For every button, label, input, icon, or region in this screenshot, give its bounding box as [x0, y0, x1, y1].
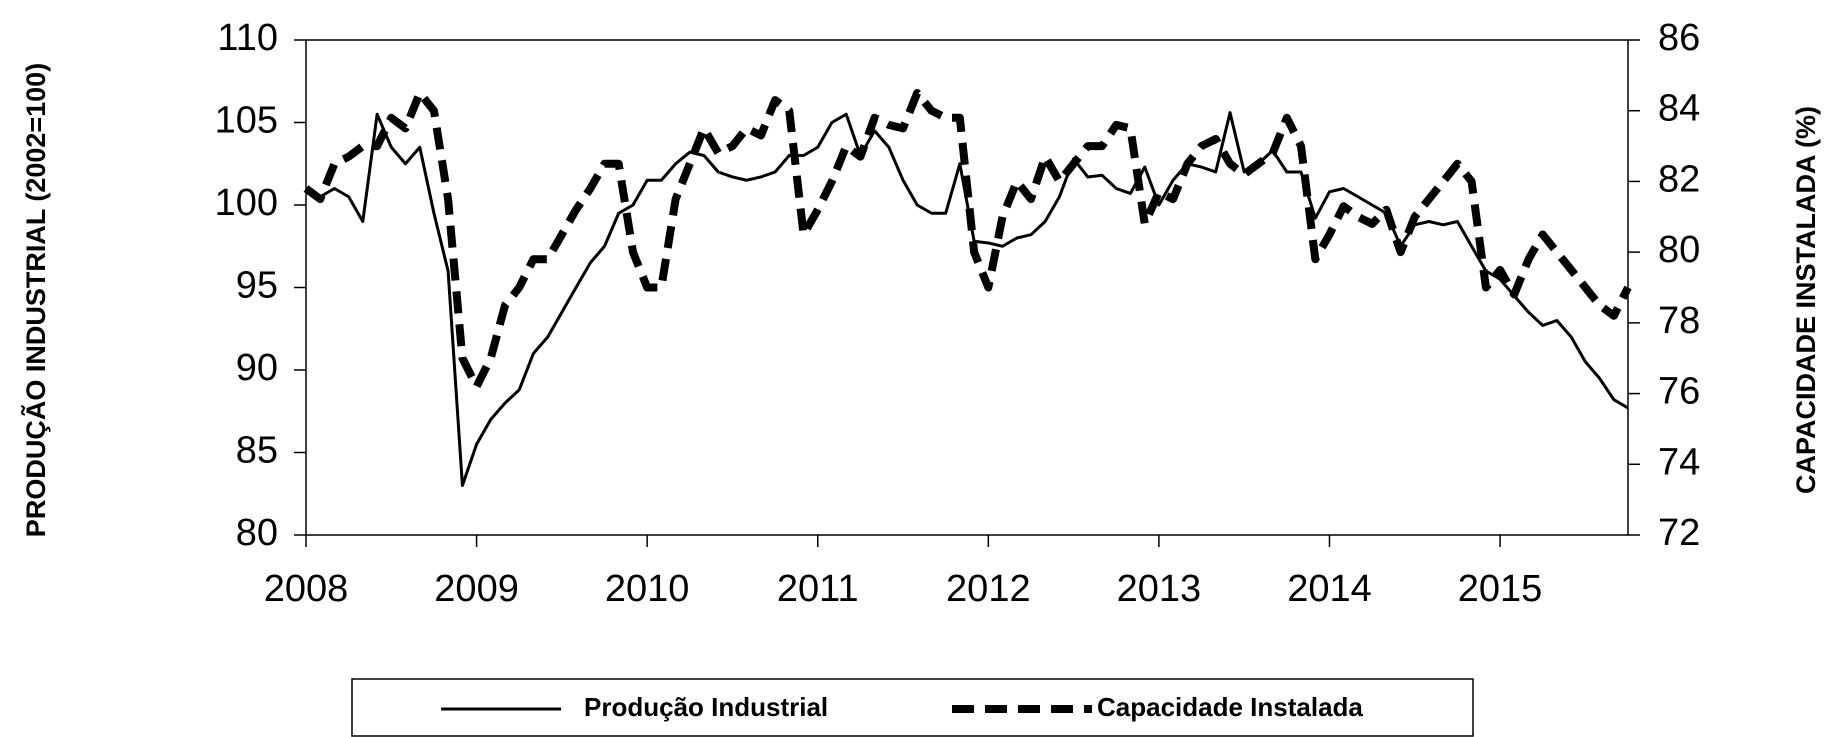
y-tick-label: 90: [236, 347, 278, 389]
data-line: [303, 89, 1632, 391]
y-tick-label: 80: [236, 512, 278, 554]
x-tick-label: 2014: [1287, 568, 1372, 610]
x-tick-label: 2013: [1117, 568, 1202, 610]
y-tick-label: 110: [217, 17, 278, 59]
y2-tick-label: 86: [1658, 17, 1700, 59]
x-tick-label: 2012: [946, 568, 1031, 610]
x-tick-label: 2011: [777, 568, 859, 610]
legend-label: Produção Industrial: [584, 692, 828, 722]
x-tick-label: 2008: [264, 568, 349, 610]
y2-tick-label: 80: [1658, 229, 1700, 271]
x-tick-label: 2015: [1458, 568, 1543, 610]
y-tick-label: 105: [215, 100, 278, 142]
y2-tick-label: 72: [1658, 512, 1700, 554]
x-tick-label: 2009: [434, 568, 519, 610]
y-axis-title: PRODUÇÃO INDUSTRIAL (2002=100): [20, 63, 51, 537]
plot-frame: [305, 39, 1629, 536]
y2-tick-label: 84: [1658, 88, 1700, 130]
y2-tick-label: 74: [1658, 441, 1700, 483]
y2-tick-label: 76: [1658, 371, 1700, 413]
y2-tick-label: 78: [1658, 300, 1700, 342]
y-tick-label: 85: [236, 430, 278, 472]
x-tick-label: 2010: [605, 568, 690, 610]
y2-axis-title: CAPACIDADE INSTALADA (%): [1791, 106, 1821, 494]
y-tick-label: 95: [236, 265, 278, 307]
data-line: [305, 111, 1629, 487]
y2-tick-label: 82: [1658, 158, 1700, 200]
legend-label: Capacidade Instalada: [1097, 692, 1363, 722]
y-tick-label: 100: [215, 182, 278, 224]
